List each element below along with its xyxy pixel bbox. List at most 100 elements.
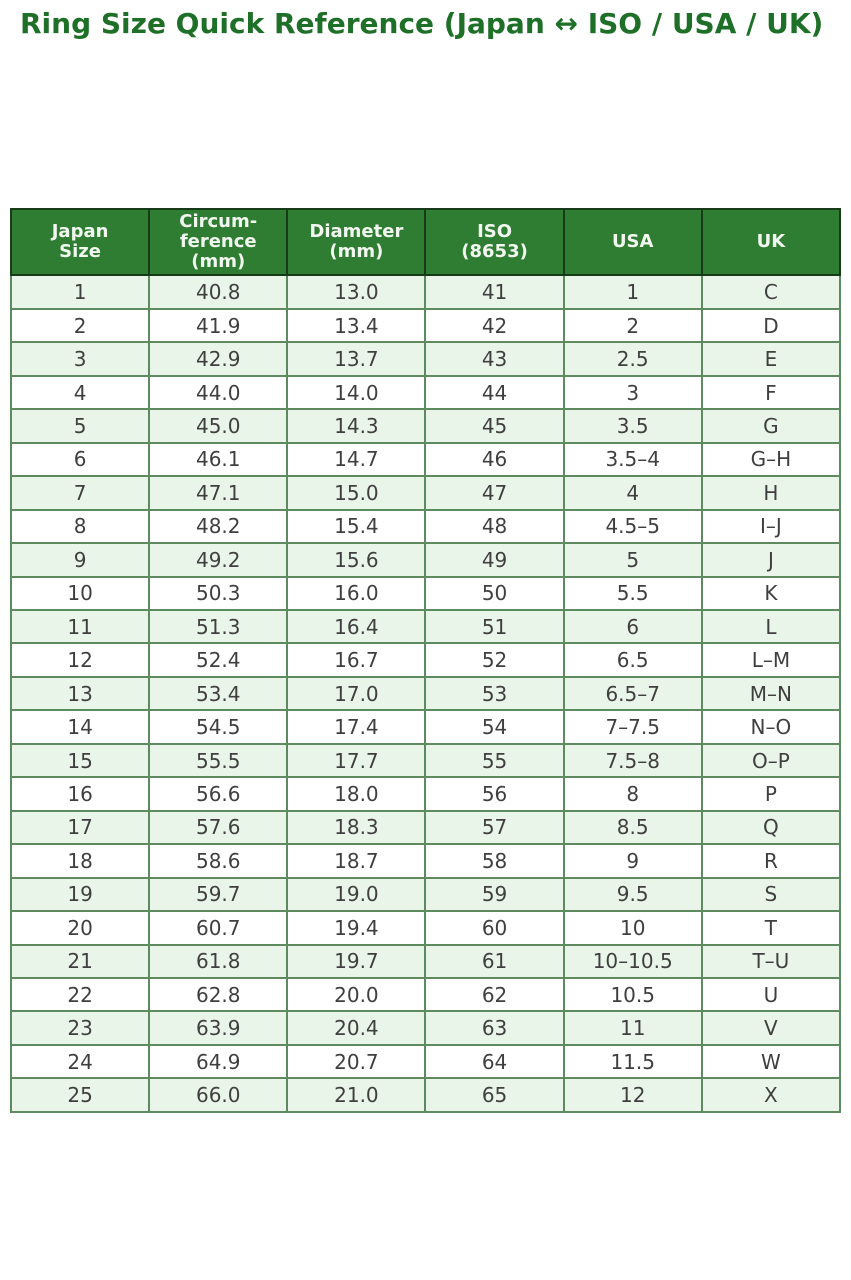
ring-size-table-container: Japan Size Circum- ference (mm) Diameter… [9, 207, 842, 1113]
table-cell: 19.0 [286, 876, 427, 913]
table-row: 18 58.6 18.7 58 9 R [9, 843, 842, 879]
table-row: 23 63.9 20.4 63 11 V [9, 1010, 842, 1046]
table-cell: 49.2 [148, 542, 289, 578]
table-cell: 4 [9, 374, 151, 411]
table-cell: L–M [700, 642, 842, 678]
table-cell: 16.0 [286, 575, 427, 612]
table-cell: 54 [424, 709, 565, 745]
table-cell: 9 [9, 542, 151, 578]
table-row: 3 42.9 13.7 43 2.5 E [9, 341, 842, 377]
table-cell: 53.4 [148, 675, 289, 712]
table-cell: X [700, 1077, 842, 1113]
table-cell: 17.4 [286, 709, 427, 745]
table-cell: 4 [562, 475, 703, 511]
table-cell: 54.5 [148, 709, 289, 745]
table-cell: 46.1 [148, 441, 289, 478]
table-row: 9 49.2 15.6 49 5 J [9, 542, 842, 578]
table-cell: 45 [424, 408, 565, 444]
table-cell: 20.0 [286, 976, 427, 1013]
column-header-usa: USA [562, 207, 703, 277]
table-cell: 13.4 [286, 307, 427, 344]
table-cell: 10–10.5 [562, 943, 703, 979]
table-cell: F [700, 374, 842, 411]
table-cell: W [700, 1043, 842, 1080]
table-cell: T–U [700, 943, 842, 979]
table-cell: D [700, 307, 842, 344]
table-cell: 10 [562, 910, 703, 946]
table-cell: 5.5 [562, 575, 703, 612]
table-cell: 5 [9, 408, 151, 444]
table-cell: 41 [424, 274, 565, 310]
table-cell: 11 [562, 1010, 703, 1046]
ring-size-table: Japan Size Circum- ference (mm) Diameter… [9, 207, 842, 1113]
table-cell: 45.0 [148, 408, 289, 444]
table-cell: 47.1 [148, 475, 289, 511]
table-row: 16 56.6 18.0 56 8 P [9, 776, 842, 812]
table-header: Japan Size Circum- ference (mm) Diameter… [9, 207, 842, 277]
table-cell: 5 [562, 542, 703, 578]
table-cell: 12 [9, 642, 151, 678]
table-cell: 42.9 [148, 341, 289, 377]
table-cell: 48.2 [148, 508, 289, 545]
table-cell: 10 [9, 575, 151, 612]
table-cell: 59.7 [148, 876, 289, 913]
table-cell: 17 [9, 809, 151, 846]
table-header-row: Japan Size Circum- ference (mm) Diameter… [9, 207, 842, 277]
table-cell: 15.6 [286, 542, 427, 578]
table-row: 11 51.3 16.4 51 6 L [9, 608, 842, 645]
page-title: Ring Size Quick Reference (Japan ↔ ISO /… [20, 7, 824, 40]
table-cell: 64.9 [148, 1043, 289, 1080]
table-row: 4 44.0 14.0 44 3 F [9, 374, 842, 411]
table-cell: 21 [9, 943, 151, 979]
table-cell: 13 [9, 675, 151, 712]
table-cell: 8 [9, 508, 151, 545]
table-cell: 23 [9, 1010, 151, 1046]
table-cell: 2.5 [562, 341, 703, 377]
table-cell: 42 [424, 307, 565, 344]
table-cell: 3.5 [562, 408, 703, 444]
table-cell: 66.0 [148, 1077, 289, 1113]
table-cell: 63 [424, 1010, 565, 1046]
table-row: 6 46.1 14.7 46 3.5–4 G–H [9, 441, 842, 478]
table-cell: 52 [424, 642, 565, 678]
table-cell: L [700, 608, 842, 645]
table-cell: 52.4 [148, 642, 289, 678]
table-cell: 15.0 [286, 475, 427, 511]
table-row: 10 50.3 16.0 50 5.5 K [9, 575, 842, 612]
table-cell: 1 [9, 274, 151, 310]
table-cell: E [700, 341, 842, 377]
table-cell: 47 [424, 475, 565, 511]
table-cell: U [700, 976, 842, 1013]
column-header-diameter: Diameter (mm) [286, 207, 427, 277]
table-cell: 63.9 [148, 1010, 289, 1046]
table-cell: K [700, 575, 842, 612]
table-cell: 2 [562, 307, 703, 344]
table-cell: T [700, 910, 842, 946]
table-cell: 19 [9, 876, 151, 913]
table-row: 22 62.8 20.0 62 10.5 U [9, 976, 842, 1013]
table-cell: 51.3 [148, 608, 289, 645]
table-row: 1 40.8 13.0 41 1 C [9, 274, 842, 310]
table-cell: 49 [424, 542, 565, 578]
table-cell: 64 [424, 1043, 565, 1080]
table-cell: N–O [700, 709, 842, 745]
table-row: 15 55.5 17.7 55 7.5–8 O–P [9, 742, 842, 779]
table-body: 1 40.8 13.0 41 1 C 2 41.9 13.4 42 2 D 3 42.9 13.7 43 2.5… [9, 274, 842, 1113]
table-cell: 19.4 [286, 910, 427, 946]
table-cell: 18.3 [286, 809, 427, 846]
table-cell: 14 [9, 709, 151, 745]
table-cell: 16 [9, 776, 151, 812]
table-cell: 62.8 [148, 976, 289, 1013]
table-cell: M–N [700, 675, 842, 712]
table-cell: 18.7 [286, 843, 427, 879]
table-cell: 10.5 [562, 976, 703, 1013]
table-cell: 6.5–7 [562, 675, 703, 712]
table-row: 24 64.9 20.7 64 11.5 W [9, 1043, 842, 1080]
table-cell: 17.0 [286, 675, 427, 712]
table-cell: 41.9 [148, 307, 289, 344]
table-row: 13 53.4 17.0 53 6.5–7 M–N [9, 675, 842, 712]
table-cell: 44.0 [148, 374, 289, 411]
table-cell: 11 [9, 608, 151, 645]
column-header-japan-size: Japan Size [9, 207, 151, 277]
table-cell: 19.7 [286, 943, 427, 979]
